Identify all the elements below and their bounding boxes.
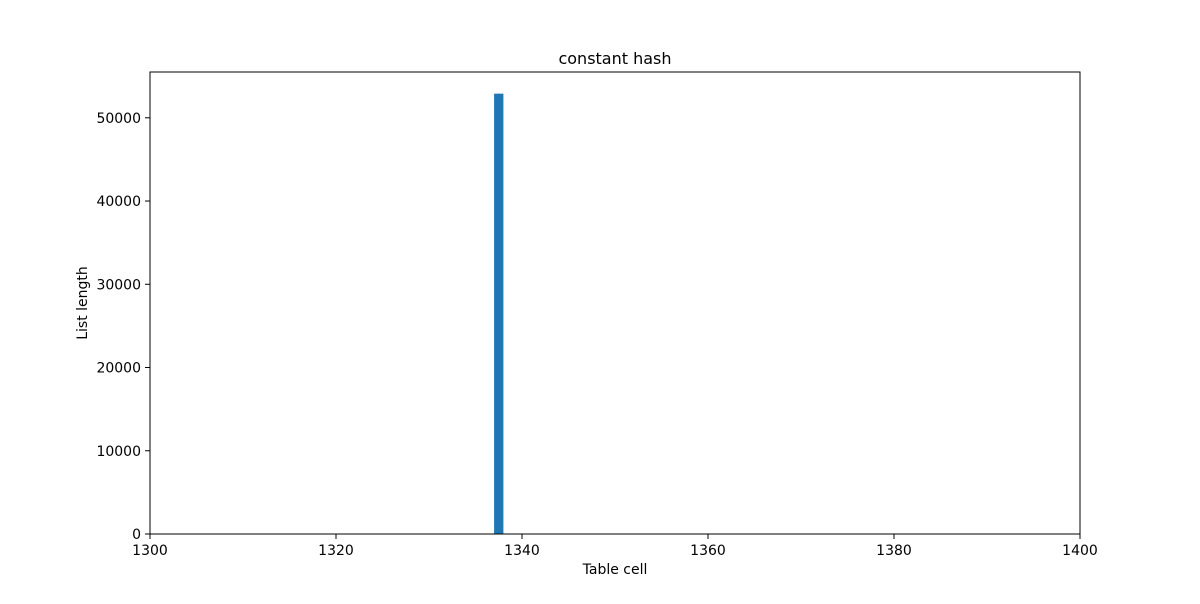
y-tick-label: 50000 bbox=[96, 111, 141, 127]
chart-title: constant hash bbox=[558, 49, 671, 68]
x-tick-label: 1400 bbox=[1062, 543, 1098, 559]
y-axis-ticks: 0 10000 20000 30000 40000 50000 bbox=[96, 111, 150, 543]
x-tick-label: 1300 bbox=[132, 543, 168, 559]
histogram-bar bbox=[494, 93, 504, 534]
bars-layer bbox=[494, 93, 504, 534]
y-axis-label: List length bbox=[75, 266, 91, 340]
y-tick-label: 10000 bbox=[96, 444, 141, 460]
x-tick-label: 1360 bbox=[690, 543, 726, 559]
y-tick-label: 30000 bbox=[96, 277, 141, 293]
x-tick-label: 1380 bbox=[876, 543, 912, 559]
x-tick-label: 1320 bbox=[318, 543, 354, 559]
x-tick-label: 1340 bbox=[504, 543, 540, 559]
y-tick-label: 20000 bbox=[96, 361, 141, 377]
plot-frame bbox=[149, 71, 1081, 535]
y-tick-label: 40000 bbox=[96, 194, 141, 210]
x-axis-ticks: 1300 1320 1340 1360 1380 1400 bbox=[132, 534, 1098, 559]
y-tick-label: 0 bbox=[132, 527, 141, 543]
x-axis-label: Table cell bbox=[582, 562, 648, 578]
